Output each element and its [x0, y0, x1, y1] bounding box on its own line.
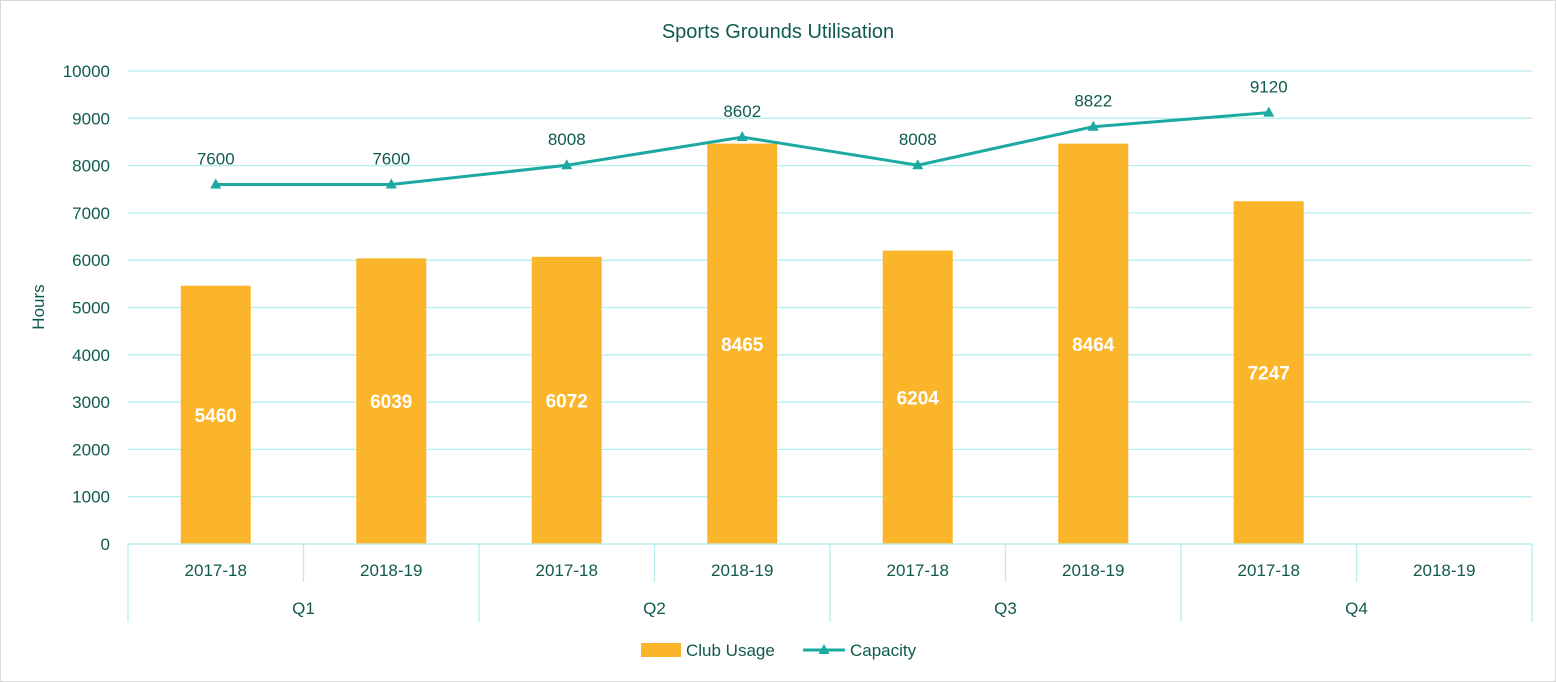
- legend-label-club-usage: Club Usage: [686, 641, 775, 660]
- legend-marker-capacity: [818, 644, 830, 654]
- bar-club-usage: [180, 285, 251, 544]
- x-tick-label: 2017-18: [887, 561, 949, 580]
- line-data-label: 7600: [197, 150, 235, 169]
- y-tick-label: 8000: [72, 157, 110, 176]
- bar-club-usage: [882, 250, 953, 545]
- x-axis: 2017-18 2018-19 2017-18 2018-19 2017-18 2018-…: [127, 543, 1533, 622]
- bar-series: 5460 6039 6072 8465 6204 8464 7247: [180, 143, 1304, 545]
- y-tick-label: 10000: [63, 62, 110, 81]
- x-tick-label: 2018-19: [711, 561, 773, 580]
- x-tick-label: 2017-18: [536, 561, 598, 580]
- y-tick-label: 9000: [72, 109, 110, 128]
- x-tick-label: 2018-19: [1413, 561, 1475, 580]
- x-group-label: Q4: [1345, 599, 1368, 618]
- bar-data-label: 7247: [1248, 364, 1290, 385]
- y-tick-label: 0: [101, 535, 110, 554]
- y-axis-label: Hours: [29, 284, 48, 329]
- y-tick-label: 6000: [72, 251, 110, 270]
- bar-data-label: 8465: [721, 335, 764, 356]
- y-tick-label: 4000: [72, 346, 110, 365]
- legend: Club Usage Capacity: [641, 641, 917, 660]
- capacity-marker: [561, 159, 573, 170]
- line-data-label: 8008: [548, 130, 586, 149]
- bar-data-label: 6039: [370, 392, 412, 413]
- x-group-label: Q1: [292, 599, 315, 618]
- bar-club-usage: [531, 256, 602, 544]
- legend-swatch-club-usage: [641, 643, 681, 657]
- capacity-marker: [912, 159, 924, 170]
- capacity-marker: [1263, 106, 1275, 117]
- capacity-marker: [210, 178, 222, 189]
- x-group-label: Q2: [643, 599, 666, 618]
- bar-club-usage: [1233, 201, 1304, 544]
- capacity-marker: [385, 178, 397, 189]
- bar-club-usage: [356, 258, 427, 544]
- x-tick-label: 2018-19: [360, 561, 422, 580]
- bar-data-label: 8464: [1072, 335, 1115, 356]
- bar-data-label: 5460: [195, 406, 237, 427]
- line-data-label: 8602: [723, 102, 761, 121]
- x-group-label: Q3: [994, 599, 1017, 618]
- y-tick-label: 1000: [72, 488, 110, 507]
- y-tick-label: 3000: [72, 393, 110, 412]
- line-data-label: 9120: [1250, 78, 1288, 97]
- x-tick-label: 2017-18: [1238, 561, 1300, 580]
- line-data-label: 8008: [899, 130, 937, 149]
- bar-club-usage: [1058, 143, 1129, 544]
- bar-club-usage: [707, 143, 778, 544]
- line-data-label: 8822: [1074, 92, 1112, 111]
- bar-data-label: 6204: [897, 388, 940, 409]
- line-data-label: 7600: [372, 150, 410, 169]
- y-tick-label: 5000: [72, 299, 110, 318]
- y-axis-ticks: 0 1000 2000 3000 4000 5000 6000 7000 8000 9000 100…: [63, 62, 110, 554]
- y-tick-label: 7000: [72, 204, 110, 223]
- capacity-marker: [736, 131, 748, 142]
- bar-data-label: 6072: [546, 391, 588, 412]
- y-tick-label: 2000: [72, 440, 110, 459]
- x-tick-label: 2017-18: [185, 561, 247, 580]
- gridlines: [128, 70, 1532, 545]
- chart-title: Sports Grounds Utilisation: [662, 21, 894, 43]
- x-tick-label: 2018-19: [1062, 561, 1124, 580]
- capacity-marker: [1087, 120, 1099, 131]
- legend-label-capacity: Capacity: [850, 641, 917, 660]
- line-series: 7600 7600 8008 8602 8008 8822 9120: [197, 78, 1288, 189]
